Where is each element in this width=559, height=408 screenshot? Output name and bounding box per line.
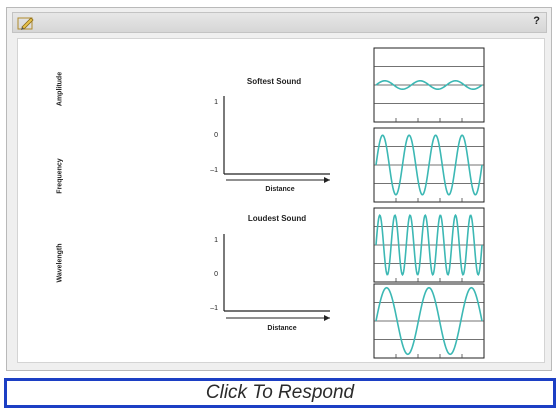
- y-tick-label: 1: [214, 237, 218, 244]
- sine-wave: [375, 79, 483, 91]
- loudest-sound-graph: Loudest Sound 1 0 –1 Distance: [210, 214, 330, 332]
- y-tick-label: –1: [210, 167, 218, 174]
- arrowhead-icon: [324, 177, 330, 183]
- wave-option-3[interactable]: [373, 207, 485, 283]
- y-tick-label: 0: [214, 132, 218, 139]
- respond-label: Click To Respond: [205, 382, 355, 403]
- softest-sound-graph: Softest Sound 1 0 –1 Distance: [210, 77, 330, 193]
- graph-title: Loudest Sound: [248, 214, 306, 223]
- sine-wave: [375, 134, 483, 196]
- y-tick-label: –1: [210, 305, 218, 312]
- wave-options: [373, 47, 485, 359]
- pencil-icon[interactable]: [17, 15, 35, 31]
- arrowhead-icon: [324, 315, 330, 321]
- title-bar: ?: [12, 12, 547, 33]
- sine-wave: [375, 286, 483, 356]
- x-axis-label: Distance: [265, 186, 294, 193]
- graph-title: Softest Sound: [247, 77, 301, 86]
- wave-option-2[interactable]: [373, 127, 485, 203]
- wave-option-1[interactable]: [373, 47, 485, 123]
- help-button[interactable]: ?: [533, 15, 540, 27]
- y-tick-label: 1: [214, 99, 218, 106]
- wave-option-4[interactable]: [373, 283, 485, 359]
- click-to-respond-button[interactable]: Click To Respond: [4, 378, 556, 408]
- y-tick-label: 0: [214, 271, 218, 278]
- sine-wave: [375, 213, 483, 277]
- x-axis-label: Distance: [267, 325, 296, 332]
